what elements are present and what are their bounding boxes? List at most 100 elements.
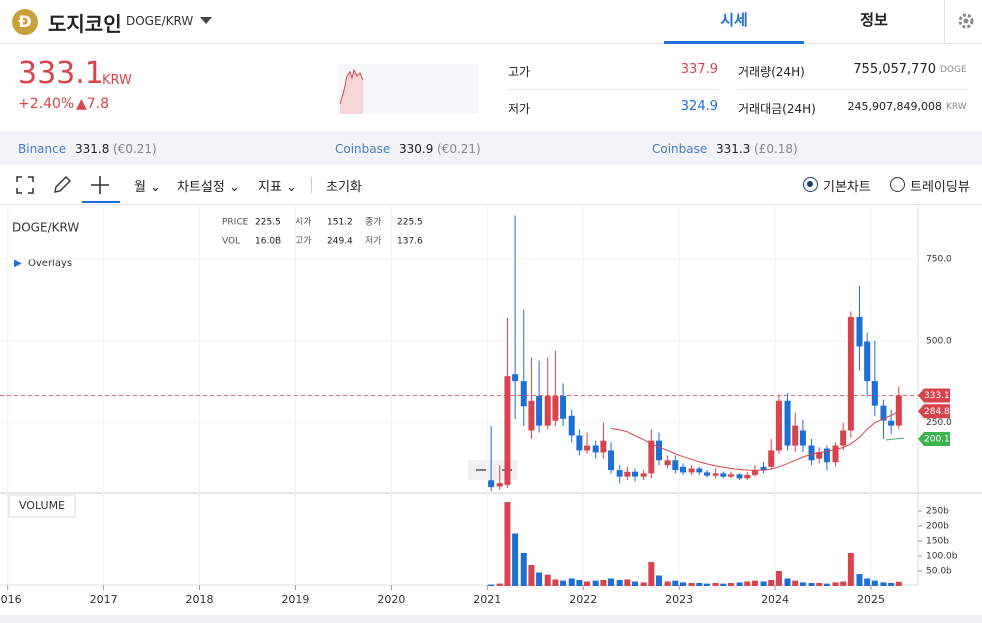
tab[interactable]: 시세 — [664, 0, 804, 44]
dropdown-caret[interactable] — [200, 17, 212, 24]
change: ▲7.8 — [76, 96, 110, 112]
candle-body — [600, 440, 607, 453]
volume-bar — [528, 565, 535, 586]
volume-bar — [895, 581, 902, 586]
fullscreen-icon[interactable] — [16, 176, 34, 194]
candle-body — [712, 473, 719, 476]
divider — [738, 89, 968, 90]
exchange-price: 331.3 — [716, 142, 751, 156]
coin-name: 도지코인 — [48, 12, 122, 36]
volume-bar — [888, 583, 895, 586]
candle-body — [632, 471, 639, 477]
toolbar-item[interactable]: 월 ⌄ — [134, 180, 161, 195]
x-tick-label: 2024 — [761, 593, 789, 606]
info-value: 225.5 — [255, 218, 281, 228]
x-tick-label: 2017 — [90, 593, 118, 606]
stat-value: 755,057,770 — [853, 62, 936, 77]
info-label: 시가 — [295, 217, 312, 228]
coin-icon: Ð — [12, 9, 38, 35]
candle-body — [792, 425, 799, 446]
chart-title: DOGE/KRW — [12, 221, 79, 235]
toolbar: 월 ⌄ 차트설정 ⌄ 지표 ⌄ 초기화 기본차트 트레이딩뷰 — [0, 165, 982, 205]
stat-label: 고가 — [508, 65, 531, 79]
price-unit: KRW — [102, 73, 132, 88]
zoom-control[interactable] — [468, 460, 518, 480]
volume-bar — [648, 562, 655, 586]
candle-body — [504, 376, 511, 485]
info-value: 249.4 — [327, 237, 353, 247]
volume-bar — [751, 580, 758, 586]
candle-body — [544, 395, 551, 426]
crosshair-icon[interactable] — [90, 175, 110, 195]
exchange-bar: Binance 331.8 (€0.21) Coinbase 330.9 (€0… — [0, 131, 982, 165]
exchange-ref: (€0.21) — [437, 142, 481, 156]
candle-body — [528, 400, 535, 431]
stat-value: 245,907,849,008 — [847, 100, 942, 113]
volume-bar — [720, 583, 727, 586]
info-label: 저가 — [365, 236, 382, 247]
overlays-arrow[interactable]: ▶ — [14, 258, 22, 269]
stat-label: 저가 — [508, 102, 531, 116]
volume-bar — [775, 571, 782, 586]
tab[interactable]: 정보 — [860, 11, 888, 29]
volume-bar — [536, 572, 543, 586]
candle-body — [664, 460, 671, 466]
volume-bar — [592, 580, 599, 586]
y-tick-label: 250.0 — [926, 418, 952, 428]
exchange-ref: (€0.21) — [113, 142, 157, 156]
header: Ð 도지코인 DOGE/KRW 시세 정보 — [0, 0, 982, 44]
volume-badge — [8, 494, 76, 518]
volume-bar — [656, 575, 663, 586]
candle-body — [552, 395, 559, 421]
candle-body — [616, 470, 623, 477]
candle-body — [823, 448, 830, 463]
toolbar-item[interactable]: 지표 ⌄ — [258, 180, 297, 195]
volume-bar — [600, 580, 607, 586]
radio-label[interactable]: 기본차트 — [823, 180, 871, 195]
settings-icon[interactable] — [957, 12, 975, 30]
toolbar-item[interactable]: 차트설정 ⌄ — [177, 180, 240, 195]
exchange-ref: (£0.18) — [754, 142, 798, 156]
candle-body — [816, 452, 823, 459]
candle-body — [727, 474, 734, 477]
radio[interactable] — [890, 177, 905, 192]
volume-bar — [560, 580, 567, 586]
draw-icon[interactable] — [52, 175, 72, 195]
volume-bar — [616, 580, 623, 586]
candle-body — [608, 450, 615, 471]
volume-bar — [816, 583, 823, 586]
candle-body — [768, 450, 775, 467]
volume-bar — [744, 581, 751, 586]
x-tick-label: 2018 — [186, 593, 214, 606]
x-tick-label: 2016 — [0, 593, 22, 606]
volume-bar — [799, 582, 806, 586]
marker-tag — [918, 431, 950, 446]
candle-body — [895, 395, 902, 426]
marker-tag-label: 200.1 — [924, 434, 950, 444]
toolbar-item[interactable]: 초기화 — [326, 180, 362, 195]
candle-body — [856, 316, 863, 347]
volume-bar — [808, 583, 815, 586]
volume-bar — [584, 581, 591, 586]
candle-body — [888, 420, 895, 426]
volume-bar — [664, 581, 671, 586]
divider — [311, 177, 312, 193]
volume-bar — [784, 578, 791, 586]
overlays-label[interactable]: Overlays — [28, 258, 72, 269]
moving-average — [610, 410, 900, 471]
active-underline — [82, 201, 120, 203]
radio-label[interactable]: 트레이딩뷰 — [910, 180, 970, 195]
volume-bar — [856, 574, 863, 586]
volume-bar — [672, 580, 679, 586]
stat-value: 324.9 — [680, 99, 718, 114]
volume-bar — [880, 582, 887, 586]
exchange-price: 330.9 — [399, 142, 434, 156]
radio-checked[interactable] — [803, 177, 818, 192]
candle-body — [751, 470, 758, 476]
x-tick-label: 2025 — [857, 593, 885, 606]
info-label: 고가 — [295, 236, 312, 247]
candle-body — [576, 435, 583, 451]
volume-bar — [544, 574, 551, 586]
label: 지표 — [258, 180, 282, 195]
